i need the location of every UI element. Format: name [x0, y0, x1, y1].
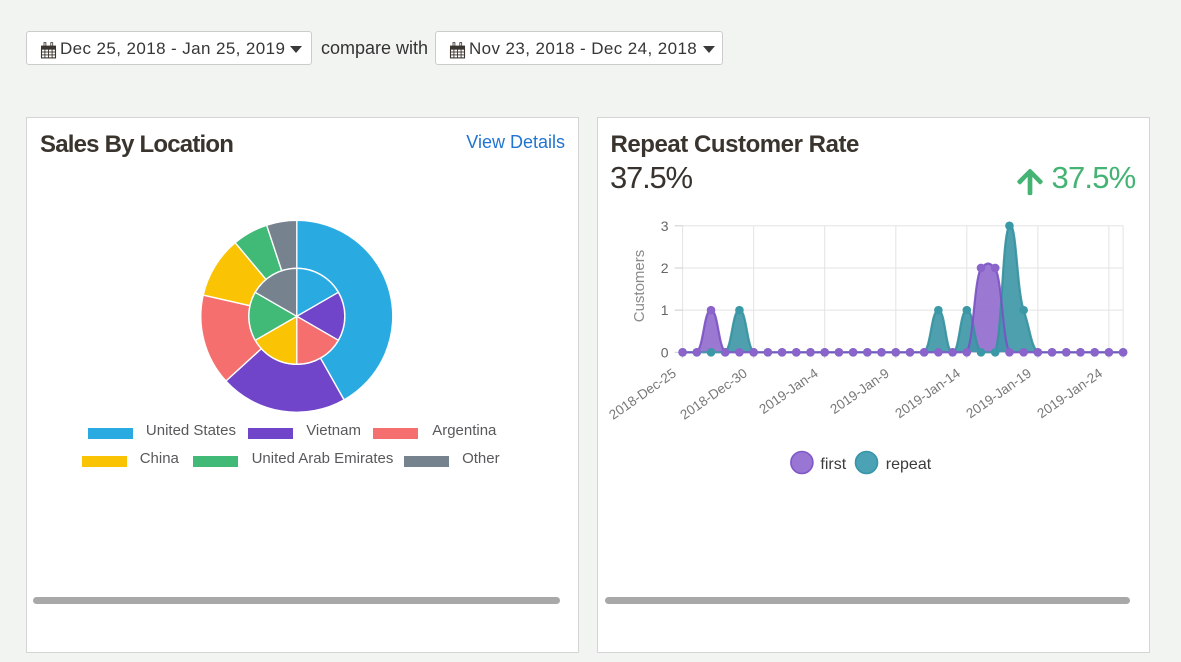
svg-text:3: 3: [661, 218, 669, 234]
svg-text:repeat: repeat: [886, 456, 932, 473]
svg-text:first: first: [820, 456, 846, 473]
svg-text:2019-Jan-9: 2019-Jan-9: [827, 365, 892, 416]
svg-text:Customers: Customers: [631, 250, 648, 323]
svg-text:1: 1: [661, 302, 669, 318]
svg-text:0: 0: [661, 344, 669, 360]
svg-text:2019-Jan-4: 2019-Jan-4: [756, 365, 821, 417]
svg-text:2018-Dec-25: 2018-Dec-25: [606, 365, 679, 422]
svg-text:2019-Jan-19: 2019-Jan-19: [963, 365, 1034, 421]
svg-text:2019-Jan-14: 2019-Jan-14: [892, 365, 963, 421]
svg-text:2018-Dec-30: 2018-Dec-30: [677, 365, 750, 422]
svg-text:2: 2: [661, 260, 669, 276]
svg-text:2019-Jan-24: 2019-Jan-24: [1034, 365, 1105, 421]
